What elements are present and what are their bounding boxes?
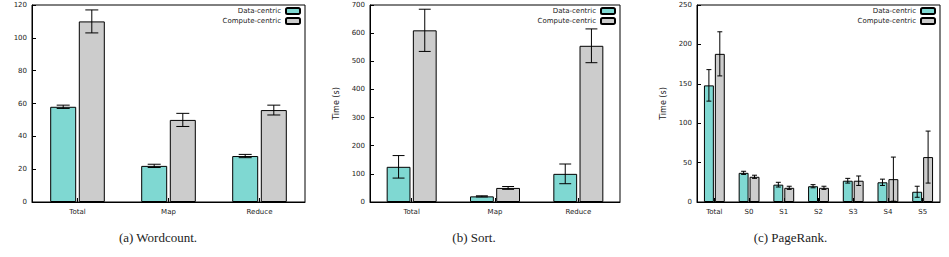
svg-text:Total: Total [68, 208, 85, 216]
svg-text:Compute-centric: Compute-centric [858, 17, 917, 25]
svg-text:S3: S3 [849, 208, 858, 216]
html-text:(b) Sort.: (b) Sort. [452, 230, 496, 245]
svg-text:S0: S0 [745, 208, 754, 216]
svg-text:S5: S5 [918, 208, 927, 216]
svg-text:100: 100 [352, 170, 365, 178]
svg-text:Compute-centric: Compute-centric [538, 17, 597, 25]
svg-text:Data-centric: Data-centric [553, 7, 596, 15]
svg-text:Map: Map [488, 208, 503, 216]
svg-text:300: 300 [352, 114, 365, 122]
html-text:(c) PageRank.: (c) PageRank. [753, 230, 828, 245]
svg-text:Reduce: Reduce [565, 208, 591, 216]
svg-text:200: 200 [679, 40, 692, 48]
svg-text:80: 80 [18, 67, 27, 75]
svg-text:500: 500 [352, 57, 365, 65]
svg-text:Map: Map [161, 208, 176, 216]
svg-text:600: 600 [352, 29, 365, 37]
svg-text:S2: S2 [814, 208, 823, 216]
svg-text:60: 60 [18, 100, 27, 108]
svg-text:Time (s): Time (s) [332, 87, 341, 121]
svg-text:Total: Total [705, 208, 722, 216]
svg-text:400: 400 [352, 85, 365, 93]
svg-text:150: 150 [679, 80, 692, 88]
svg-text:0: 0 [23, 198, 27, 206]
svg-text:Reduce: Reduce [247, 208, 273, 216]
svg-text:700: 700 [352, 1, 365, 9]
svg-text:S4: S4 [883, 208, 892, 216]
svg-text:200: 200 [352, 142, 365, 150]
svg-text:0: 0 [688, 198, 692, 206]
html-text:(a) Wordcount.: (a) Wordcount. [118, 230, 198, 245]
svg-text:120: 120 [14, 1, 27, 9]
svg-text:50: 50 [683, 159, 692, 167]
svg-text:Total: Total [402, 208, 419, 216]
svg-text:0: 0 [361, 198, 365, 206]
svg-text:20: 20 [18, 165, 27, 173]
svg-text:250: 250 [679, 1, 692, 9]
svg-text:Data-centric: Data-centric [873, 7, 916, 15]
svg-text:S1: S1 [779, 208, 788, 216]
svg-text:Time (s): Time (s) [659, 87, 668, 121]
svg-text:40: 40 [18, 132, 27, 140]
svg-text:Data-centric: Data-centric [238, 7, 281, 15]
svg-text:Compute-centric: Compute-centric [223, 17, 282, 25]
svg-text:100: 100 [679, 119, 692, 127]
svg-text:100: 100 [14, 34, 27, 42]
